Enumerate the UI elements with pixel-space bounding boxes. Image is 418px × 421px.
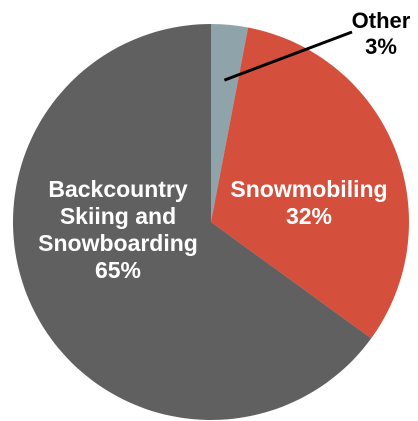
slice-name-label: Snowboarding — [38, 230, 198, 256]
slice-percent-label: 3% — [365, 34, 397, 59]
other-leader-line — [223, 30, 353, 82]
labels-layer: Other 3% Snowmobiling 32% Backcountry Skiing … — [38, 8, 411, 283]
label-snowmobiling: Snowmobiling 32% — [230, 176, 387, 229]
slice-percent-label: 65% — [95, 257, 141, 283]
slice-name-label: Backcountry — [48, 176, 188, 202]
slice-percent-label: 32% — [286, 203, 332, 229]
leader-layer — [223, 30, 353, 82]
slice-name-label: Snowmobiling — [230, 176, 387, 202]
slice-backcountry — [13, 24, 372, 420]
slice-name-label: Other — [352, 8, 411, 33]
slices-layer — [13, 24, 410, 420]
label-other: Other 3% — [352, 8, 411, 59]
slice-name-label: Skiing and — [60, 203, 176, 229]
slice-snowmobiling — [211, 27, 410, 339]
label-backcountry: Backcountry Skiing and Snowboarding 65% — [38, 176, 198, 283]
